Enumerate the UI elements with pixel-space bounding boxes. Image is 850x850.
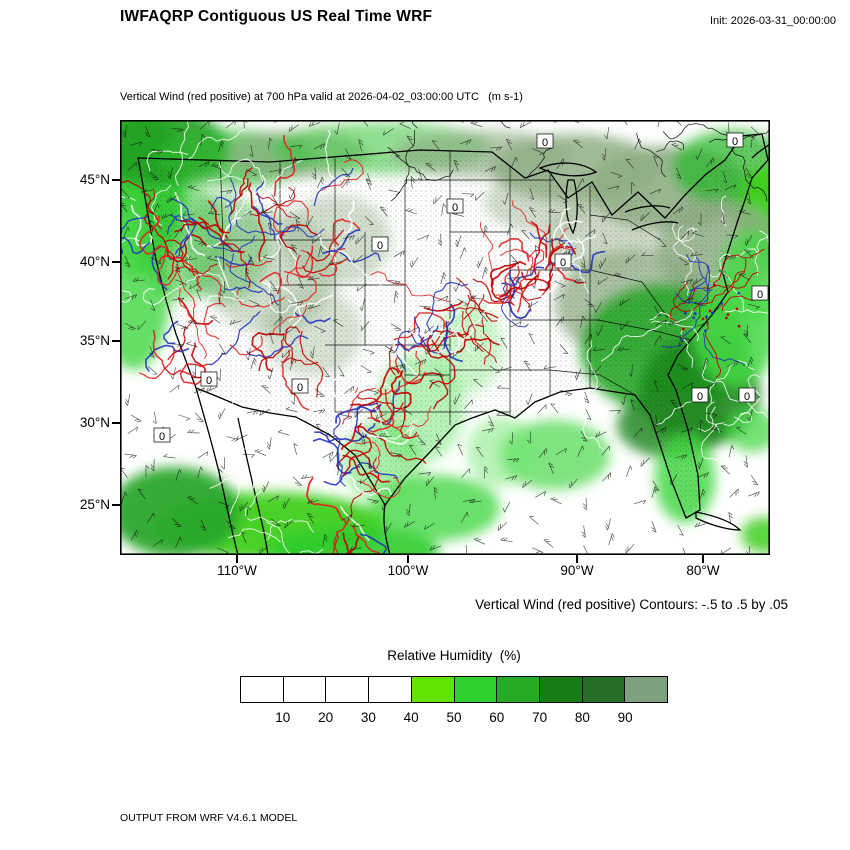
colorbar-tick-label: 60 — [489, 710, 505, 725]
lat-tick-mark — [112, 504, 120, 506]
colorbar-tick-label: 20 — [318, 710, 334, 725]
contour-label-zero: 0 — [757, 289, 763, 301]
subtitle-vertical-wind: Vertical Wind (red positive) at 700 hPa … — [120, 91, 523, 103]
colorbar-cell-9 — [581, 677, 625, 702]
lon-tick-mark — [236, 555, 238, 563]
colorbar — [240, 676, 668, 703]
lon-tick-mark — [407, 555, 409, 563]
footer-model-line: OUTPUT FROM WRF V4.6.1 MODEL — [120, 812, 298, 824]
lon-tick-label: 110°W — [217, 563, 257, 578]
lat-tick-label: 45°N — [79, 172, 110, 187]
lon-tick-label: 80°W — [686, 563, 720, 578]
colorbar-cell-5 — [410, 677, 454, 702]
contour-label-zero: 0 — [206, 375, 212, 387]
contour-label-zero: 0 — [744, 391, 750, 403]
lon-tick-label: 100°W — [387, 563, 429, 578]
colorbar-cell-3 — [325, 677, 369, 702]
lon-tick-mark — [702, 555, 704, 563]
lat-tick-label: 35°N — [79, 333, 110, 348]
init-time-label: Init: 2026-03-31_00:00:00 — [710, 15, 836, 27]
lat-tick-mark — [112, 422, 120, 424]
contour-label-zero: 0 — [732, 136, 738, 148]
colorbar-cell-1 — [241, 677, 283, 702]
colorbar-tick-label: 50 — [446, 710, 462, 725]
contour-label-zero: 0 — [697, 391, 703, 403]
colorbar-cell-8 — [538, 677, 582, 702]
wrf-forecast-map: 0 0 0 0 0 0 0 0 0 0 0 — [120, 120, 770, 555]
lat-tick-mark — [112, 179, 120, 181]
contour-label-zero: 0 — [560, 257, 566, 269]
page-title: IWFAQRP Contiguous US Real Time WRF — [120, 8, 433, 25]
contour-label-zero: 0 — [542, 137, 548, 149]
lon-tick-label: 90°W — [560, 563, 594, 578]
lon-tick-mark — [576, 555, 578, 563]
colorbar-cell-7 — [496, 677, 539, 702]
colorbar-tick-label: 30 — [360, 710, 376, 725]
colorbar-cell-6 — [453, 677, 497, 702]
colorbar-cell-2 — [282, 677, 326, 702]
colorbar-cell-4 — [368, 677, 411, 702]
contour-label-zero: 0 — [297, 382, 303, 394]
colorbar-cell-10 — [624, 677, 668, 702]
lat-tick-label: 30°N — [79, 415, 110, 430]
model-output-footer: OUTPUT FROM WRF V4.6.1 MODEL WE = 580 ; … — [120, 786, 533, 850]
lat-tick-label: 40°N — [79, 254, 110, 269]
contour-range-caption: Vertical Wind (red positive) Contours: -… — [475, 597, 788, 612]
colorbar-tick-label: 70 — [532, 710, 548, 725]
colorbar-tick-label: 10 — [275, 710, 291, 725]
legend-title: Relative Humidity (%) — [387, 648, 521, 663]
colorbar-tick-label: 80 — [574, 710, 590, 725]
contour-label-zero: 0 — [159, 431, 165, 443]
contour-label-zero: 0 — [377, 240, 383, 252]
lat-tick-mark — [112, 340, 120, 342]
colorbar-tick-label: 40 — [403, 710, 419, 725]
lat-tick-label: 25°N — [79, 497, 110, 512]
colorbar-tick-label: 90 — [617, 710, 633, 725]
lat-tick-mark — [112, 261, 120, 263]
contour-label-zero: 0 — [452, 202, 458, 214]
